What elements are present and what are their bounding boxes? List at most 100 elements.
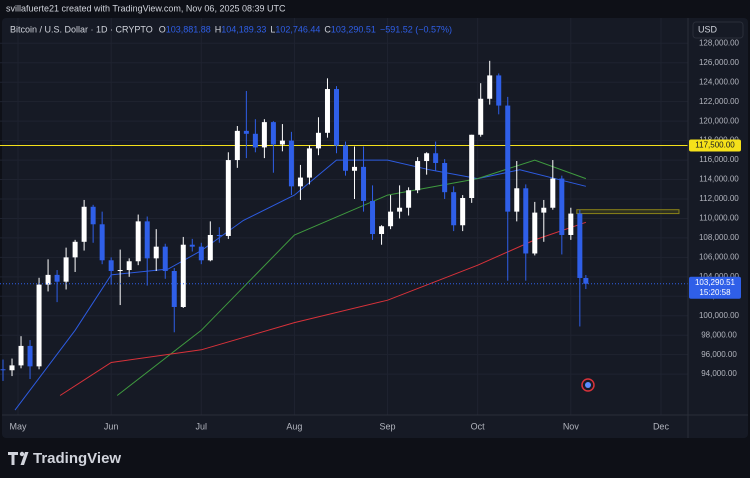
ohlc-value: 104,189.33	[221, 24, 266, 34]
candle-body	[361, 166, 367, 201]
last-price-tag	[689, 276, 741, 299]
candle-body	[487, 75, 493, 99]
change: −591.52 (−0.57%)	[380, 24, 452, 34]
moving-average	[116, 159, 587, 396]
level-label: 117,500.00	[695, 141, 735, 150]
x-tick-label: Sep	[380, 421, 396, 431]
countdown: 15:20:58	[699, 288, 731, 297]
y-tick-label: 112,000.00	[699, 194, 739, 203]
candle-body	[135, 221, 141, 262]
candle-body	[144, 221, 150, 259]
y-tick-label: 124,000.00	[699, 77, 740, 86]
ohlc-value: 102,746.44	[275, 24, 320, 34]
candle-body	[81, 206, 87, 242]
event-icon[interactable]	[581, 378, 595, 392]
candle-body	[550, 178, 556, 208]
candle-body	[216, 234, 222, 236]
y-tick-label: 106,000.00	[699, 252, 740, 261]
candle-body	[180, 244, 186, 307]
candle-body	[108, 260, 114, 271]
candle-body	[90, 206, 96, 225]
candle-body	[297, 177, 303, 187]
y-tick-label: 94,000.00	[701, 369, 737, 378]
candle-body	[45, 274, 51, 285]
candle-body	[234, 130, 240, 161]
candle-body	[397, 207, 403, 212]
plot	[0, 18, 688, 415]
candle-body	[207, 234, 213, 261]
candle-body	[99, 224, 105, 261]
candle-body	[451, 192, 457, 226]
level-tag	[689, 139, 741, 152]
y-tick-label: 100,000.00	[699, 311, 740, 320]
candle-body	[126, 261, 132, 271]
candle-body	[478, 98, 484, 135]
ohlc-key: C	[324, 24, 331, 34]
y-tick-label: 104,000.00	[699, 272, 740, 281]
candle-body	[406, 190, 412, 208]
y-tick-label: 110,000.00	[699, 214, 739, 223]
y-tick-label: 122,000.00	[699, 97, 740, 106]
candle-body	[36, 284, 42, 367]
candle-body	[27, 345, 33, 367]
y-tick-label: 114,000.00	[699, 175, 739, 184]
candle-body	[333, 89, 339, 146]
candle-body	[496, 75, 502, 106]
candle-body	[288, 140, 294, 187]
candle-body	[424, 153, 430, 162]
x-tick-label: May	[10, 421, 28, 431]
candle-body	[270, 122, 276, 145]
ohlc-key: H	[215, 24, 222, 34]
candle-body	[577, 213, 583, 278]
candle-body	[54, 274, 60, 282]
candle-body	[469, 134, 475, 199]
candle-body	[352, 166, 358, 171]
y-tick-label: 108,000.00	[699, 233, 740, 242]
ohlc-key: O	[159, 24, 166, 34]
candle-body	[541, 207, 547, 213]
candle-body	[442, 162, 448, 193]
candle-body	[370, 200, 376, 235]
candle-body	[532, 212, 538, 254]
candle-body	[415, 161, 421, 191]
candle-body	[72, 241, 78, 258]
candle-body	[252, 133, 258, 148]
candle-body	[18, 345, 24, 366]
x-tick-label: Oct	[471, 421, 486, 431]
candle-body	[117, 270, 123, 272]
candle-body	[225, 160, 231, 236]
candle-body	[189, 244, 195, 247]
candle-body	[261, 122, 267, 148]
x-tick-label: Jul	[196, 421, 208, 431]
candle-body	[171, 270, 177, 307]
candle-body	[243, 130, 249, 134]
y-tick-label: 120,000.00	[699, 116, 740, 125]
currency: USD	[698, 24, 718, 34]
candle-body	[306, 148, 312, 178]
candle-body	[343, 145, 349, 171]
y-tick-label: 96,000.00	[701, 350, 737, 359]
candle-body	[198, 246, 204, 261]
candle-body	[9, 365, 15, 371]
y-tick-label: 126,000.00	[699, 58, 740, 67]
candle-body	[379, 226, 385, 235]
candle-body	[324, 89, 330, 133]
brand: TradingView	[33, 450, 121, 467]
candle-body	[315, 132, 321, 149]
last-price-label: 103,290.51	[695, 278, 736, 287]
candle-body	[583, 277, 589, 284]
candle-body	[279, 140, 285, 145]
candle-body	[559, 178, 565, 235]
candle-body	[63, 257, 69, 282]
y-tick-label: 128,000.00	[699, 38, 740, 47]
candle-body	[568, 213, 574, 235]
ohlc-key: L	[270, 24, 275, 34]
currency-box[interactable]	[692, 21, 744, 39]
ohlc-value: 103,881.88	[166, 24, 211, 34]
candle-body	[523, 188, 529, 254]
candle-body	[0, 369, 6, 371]
candle-body	[388, 211, 394, 227]
zone	[576, 209, 680, 215]
